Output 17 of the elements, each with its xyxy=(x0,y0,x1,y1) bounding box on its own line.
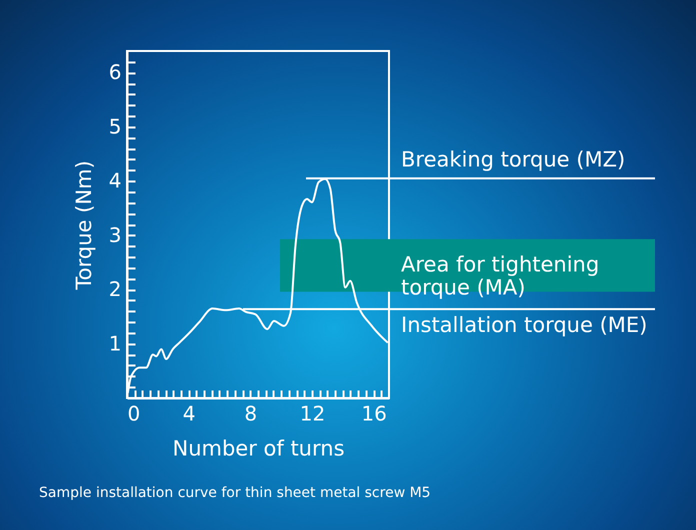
y-tick-label: 3 xyxy=(108,222,122,247)
x-tick-label: 0 xyxy=(128,402,140,426)
x-tick-label: 12 xyxy=(300,402,326,426)
band-label: Area for tightening torque (MA) xyxy=(401,252,600,300)
y-axis-title: Torque (Nm) xyxy=(72,160,96,291)
y-tick-label: 1 xyxy=(108,331,122,356)
y-tick-label: 5 xyxy=(108,114,122,138)
ref-line-label: Installation torque (ME) xyxy=(401,313,648,338)
text: Sample installation curve for thin sheet metal screw M5 xyxy=(39,485,431,501)
y-tick-label: 4 xyxy=(108,168,122,193)
x-tick-label: 16 xyxy=(361,402,387,426)
y-tick-label: 6 xyxy=(108,60,122,84)
x-tick-label: 8 xyxy=(244,402,258,426)
x-tick-label: 4 xyxy=(182,402,196,426)
x-axis-title: Number of turns xyxy=(172,436,345,460)
y-tick-label: 2 xyxy=(108,277,122,302)
ref-line-label: Breaking torque (MZ) xyxy=(401,147,626,172)
